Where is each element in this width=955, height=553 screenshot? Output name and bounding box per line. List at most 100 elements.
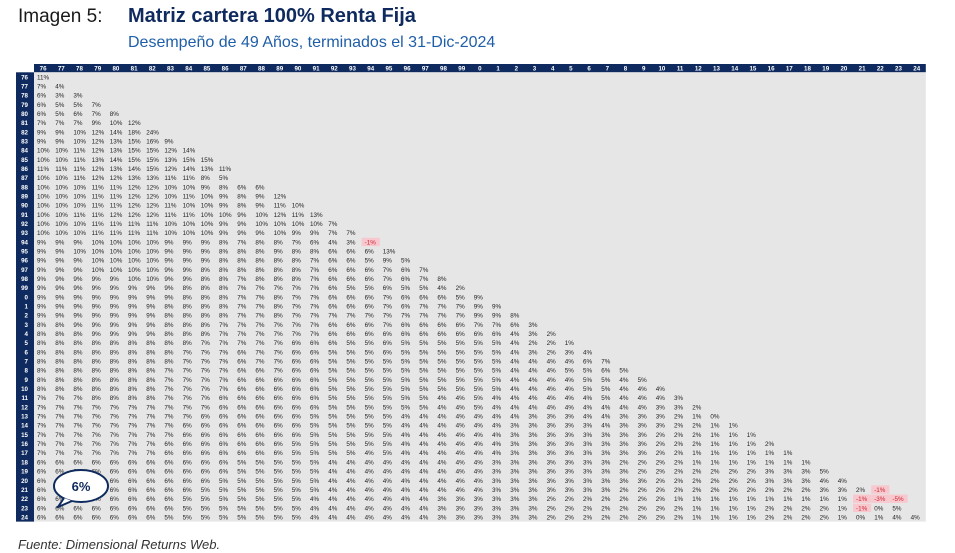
matrix-cell: 5% [219,496,229,503]
matrix-cell: 5% [419,395,429,402]
matrix-cell: 5% [419,404,429,411]
matrix-cell: 7% [255,313,265,320]
matrix-cell: 4% [510,349,520,356]
matrix-cell: 5% [492,377,502,384]
matrix-cell: 13% [383,249,396,256]
matrix-cell: 10% [37,184,50,191]
matrix-cell: 2% [638,505,648,512]
matrix-cell: 4% [437,395,447,402]
matrix-cell: 9% [110,331,120,338]
matrix-cell: 6% [37,93,47,100]
matrix-cell: 7% [201,404,211,411]
matrix-cell: 7% [456,313,466,320]
row-header: 21 [21,487,28,494]
matrix-cell: 8% [73,349,83,356]
row-header: 83 [21,138,28,145]
matrix-cell: 9% [37,276,47,283]
matrix-cell: 6% [383,340,393,347]
matrix-cell: 10% [146,239,159,246]
matrix-cell: 4% [437,404,447,411]
matrix-cell: 6% [365,276,375,283]
matrix-cell: 4% [547,359,557,366]
matrix-cell: 6% [274,432,284,439]
matrix-cell: 9% [37,138,47,145]
matrix-cell: 1% [765,459,775,466]
matrix-cell: 2% [674,514,684,521]
matrix-cell: 4% [474,450,484,457]
matrix-cell: 3% [601,478,611,485]
matrix-cell: 4% [583,414,593,421]
matrix-cell: 7% [110,414,120,421]
column-header: 98 [440,66,447,73]
matrix-cell: 5% [383,404,393,411]
matrix-cell: 4% [401,469,411,476]
matrix-cell: 3% [801,478,811,485]
row-header: 20 [21,478,28,485]
row-header: 13 [21,414,28,421]
matrix-cell: 8% [219,276,229,283]
matrix-cell: 6% [219,432,229,439]
matrix-cell: 6% [274,441,284,448]
matrix-cell: 1% [710,441,720,448]
matrix-cell: 4% [419,478,429,485]
matrix-cell: 11% [37,166,50,173]
matrix-cell: 5% [401,368,411,375]
matrix-cell: 12% [164,148,177,155]
matrix-cell: 7% [237,294,247,301]
row-header: 12 [21,404,28,411]
matrix-cell: 10% [37,203,50,210]
matrix-cell: 8% [164,331,174,338]
matrix-cell: 8% [128,359,138,366]
matrix-cell: 4% [820,478,830,485]
matrix-cell: 10% [37,175,50,182]
matrix-cell: 5% [346,368,356,375]
matrix-cell: 3% [528,514,538,521]
matrix-cell: 9% [164,258,174,265]
matrix-cell: 7% [274,349,284,356]
matrix-cell: 9% [55,294,65,301]
matrix-cell: 13% [310,212,323,219]
matrix-cell: 12% [164,166,177,173]
matrix-cell: 3% [601,450,611,457]
matrix-cell: 5% [401,359,411,366]
matrix-cell: 9% [73,313,83,320]
matrix-cell: 5% [219,487,229,494]
matrix-cell: 6% [128,478,138,485]
matrix-cell: 15% [128,138,141,145]
matrix-cell: 9% [92,331,102,338]
matrix-cell: 6% [73,514,83,521]
matrix-cell: 7% [73,432,83,439]
matrix-cell: 6% [346,294,356,301]
matrix-cell: 9% [183,258,193,265]
matrix-cell: 12% [110,212,123,219]
row-header: 5 [25,340,29,347]
matrix-cell: 4% [401,423,411,430]
matrix-cell: 3% [565,441,575,448]
matrix-cell: 5% [365,404,375,411]
column-header: 3 [533,66,537,73]
matrix-cell: 7% [55,441,65,448]
matrix-cell: 7% [383,313,393,320]
matrix-cell: 8% [37,340,47,347]
matrix-cell: 1% [747,514,757,521]
matrix-cell: 4% [383,496,393,503]
matrix-cell: 11% [110,221,123,228]
matrix-cell: 2% [692,441,702,448]
matrix-cell: 4% [383,487,393,494]
matrix-cell: 5% [310,469,320,476]
matrix-cell: 9% [128,331,138,338]
matrix-cell: 6% [601,368,611,375]
matrix-cell: 3% [601,459,611,466]
column-header: 92 [331,66,338,73]
matrix-cell: 3% [765,469,775,476]
matrix-cell: 9% [92,294,102,301]
matrix-cell: 7% [92,450,102,457]
matrix-cell: 10% [128,249,141,256]
matrix-cell: 2% [765,441,775,448]
matrix-cell: 11% [164,203,177,210]
matrix-cell: 6% [110,505,120,512]
matrix-cell: 2% [565,496,575,503]
matrix-cell: 3% [528,322,538,329]
matrix-cell: 3% [565,414,575,421]
matrix-cell: 10% [219,212,232,219]
